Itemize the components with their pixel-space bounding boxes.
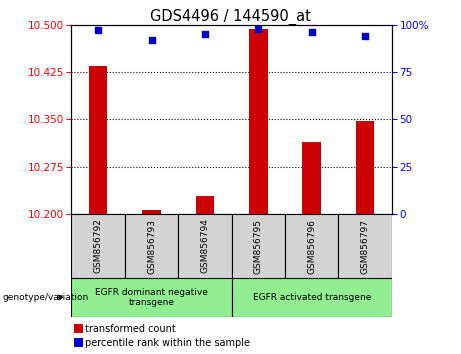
Bar — [285, 214, 338, 278]
Text: GSM856792: GSM856792 — [94, 218, 103, 274]
Bar — [71, 278, 231, 317]
Text: GSM856797: GSM856797 — [361, 218, 370, 274]
Text: GSM856794: GSM856794 — [201, 218, 209, 274]
Bar — [195, 196, 214, 214]
Bar — [142, 210, 161, 214]
Text: transformed count: transformed count — [85, 324, 176, 334]
Point — [308, 29, 315, 35]
Point — [254, 26, 262, 32]
Point — [201, 32, 209, 37]
Text: genotype/variation: genotype/variation — [2, 293, 89, 302]
Text: GSM856793: GSM856793 — [147, 218, 156, 274]
Bar — [249, 29, 268, 214]
Bar — [356, 121, 374, 214]
Bar — [302, 142, 321, 214]
Bar — [125, 214, 178, 278]
Text: EGFR activated transgene: EGFR activated transgene — [253, 293, 371, 302]
Text: GSM856796: GSM856796 — [307, 218, 316, 274]
Text: GSM856795: GSM856795 — [254, 218, 263, 274]
Bar — [178, 214, 231, 278]
Bar — [231, 278, 392, 317]
Text: EGFR dominant negative
transgene: EGFR dominant negative transgene — [95, 288, 208, 307]
Point — [361, 33, 369, 39]
Text: GDS4496 / 144590_at: GDS4496 / 144590_at — [150, 9, 311, 25]
Bar — [338, 214, 392, 278]
Point — [148, 37, 155, 43]
Text: percentile rank within the sample: percentile rank within the sample — [85, 338, 250, 348]
Bar — [89, 66, 107, 214]
Bar — [231, 214, 285, 278]
Bar — [71, 214, 125, 278]
Point — [95, 28, 102, 33]
